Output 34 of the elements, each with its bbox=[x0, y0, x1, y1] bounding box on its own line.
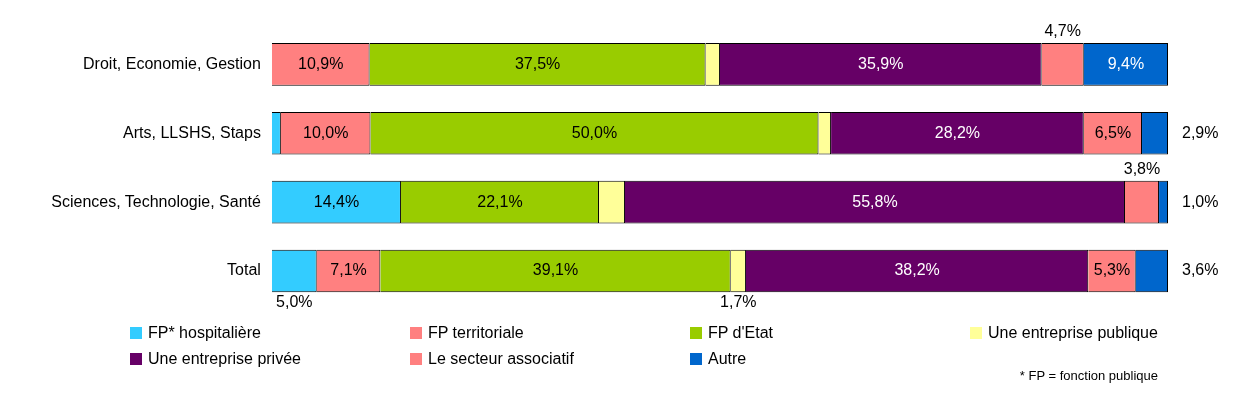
data-label: 5,3% bbox=[1093, 261, 1131, 279]
data-label: 22,1% bbox=[477, 192, 523, 210]
y-tick-label: Total bbox=[227, 261, 261, 279]
legend-label: FP d'Etat bbox=[708, 324, 774, 342]
data-label: 4,7% bbox=[1044, 22, 1081, 40]
data-label: 55,8% bbox=[852, 192, 898, 210]
y-tick-label: Arts, LLSHS, Staps bbox=[123, 123, 261, 141]
data-label: 1,7% bbox=[720, 292, 757, 310]
data-label: 5,0% bbox=[276, 292, 313, 310]
data-label: 3,6% bbox=[1182, 261, 1219, 279]
data-label: 3,8% bbox=[1123, 160, 1161, 178]
legend-label: Le secteur associatif bbox=[428, 350, 574, 368]
data-label: 39,1% bbox=[532, 261, 579, 279]
data-label: 10,0% bbox=[302, 123, 349, 141]
data-label: 50,0% bbox=[571, 123, 618, 141]
data-label: 1,0% bbox=[1182, 192, 1219, 210]
legend-label: FP territoriale bbox=[428, 324, 524, 342]
legend-label: Autre bbox=[708, 350, 747, 368]
y-tick-label: Sciences, Technologie, Santé bbox=[51, 192, 262, 210]
y-tick-label: Droit, Economie, Gestion bbox=[83, 54, 261, 72]
data-label: 38,2% bbox=[894, 261, 940, 279]
legend-label: Une entreprise publique bbox=[988, 324, 1158, 342]
data-label: 37,5% bbox=[514, 54, 561, 72]
data-label: 6,5% bbox=[1094, 123, 1132, 141]
data-label: 7,1% bbox=[330, 261, 367, 279]
data-label: 35,9% bbox=[858, 54, 904, 72]
data-label: 14,4% bbox=[313, 192, 360, 210]
data-label: 9,4% bbox=[1107, 54, 1145, 72]
data-label: 10,9% bbox=[298, 54, 344, 72]
legend-label: FP* hospitalière bbox=[148, 324, 261, 342]
data-label: 28,2% bbox=[934, 123, 981, 141]
legend-label: Une entreprise privée bbox=[148, 350, 301, 368]
text: * FP = fonction publique bbox=[1018, 368, 1159, 383]
data-label: 2,9% bbox=[1182, 123, 1219, 141]
